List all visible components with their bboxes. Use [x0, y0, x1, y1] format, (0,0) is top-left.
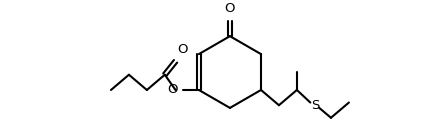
Text: S: S: [311, 99, 319, 112]
Text: O: O: [177, 43, 188, 56]
Text: O: O: [225, 2, 235, 15]
Text: O: O: [168, 83, 178, 96]
